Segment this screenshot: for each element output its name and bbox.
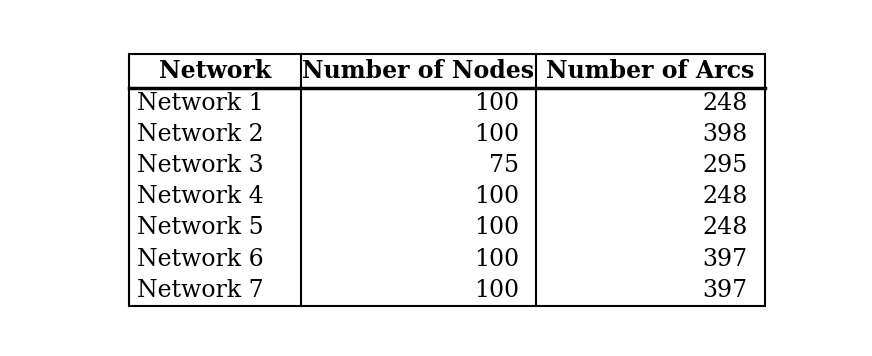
Text: 100: 100 <box>473 92 519 115</box>
Text: Number of Nodes: Number of Nodes <box>303 59 535 83</box>
Text: Network 6: Network 6 <box>138 248 264 271</box>
Text: Network: Network <box>159 59 271 83</box>
Text: Network 1: Network 1 <box>138 92 264 115</box>
Text: Number of Arcs: Number of Arcs <box>546 59 754 83</box>
Text: Network 5: Network 5 <box>138 216 264 240</box>
Text: 398: 398 <box>702 123 747 146</box>
Text: 100: 100 <box>473 123 519 146</box>
Text: Network 3: Network 3 <box>138 154 264 177</box>
Text: Network 2: Network 2 <box>138 123 264 146</box>
Text: 75: 75 <box>489 154 519 177</box>
Text: 397: 397 <box>703 248 747 271</box>
Text: 100: 100 <box>473 248 519 271</box>
Text: 248: 248 <box>702 185 747 208</box>
Text: Network 4: Network 4 <box>138 185 264 208</box>
Text: 248: 248 <box>702 216 747 240</box>
Text: 397: 397 <box>703 279 747 302</box>
Text: 100: 100 <box>473 216 519 240</box>
Text: 295: 295 <box>702 154 747 177</box>
Text: 248: 248 <box>702 92 747 115</box>
Text: Network 7: Network 7 <box>138 279 264 302</box>
Text: 100: 100 <box>473 185 519 208</box>
Text: 100: 100 <box>473 279 519 302</box>
